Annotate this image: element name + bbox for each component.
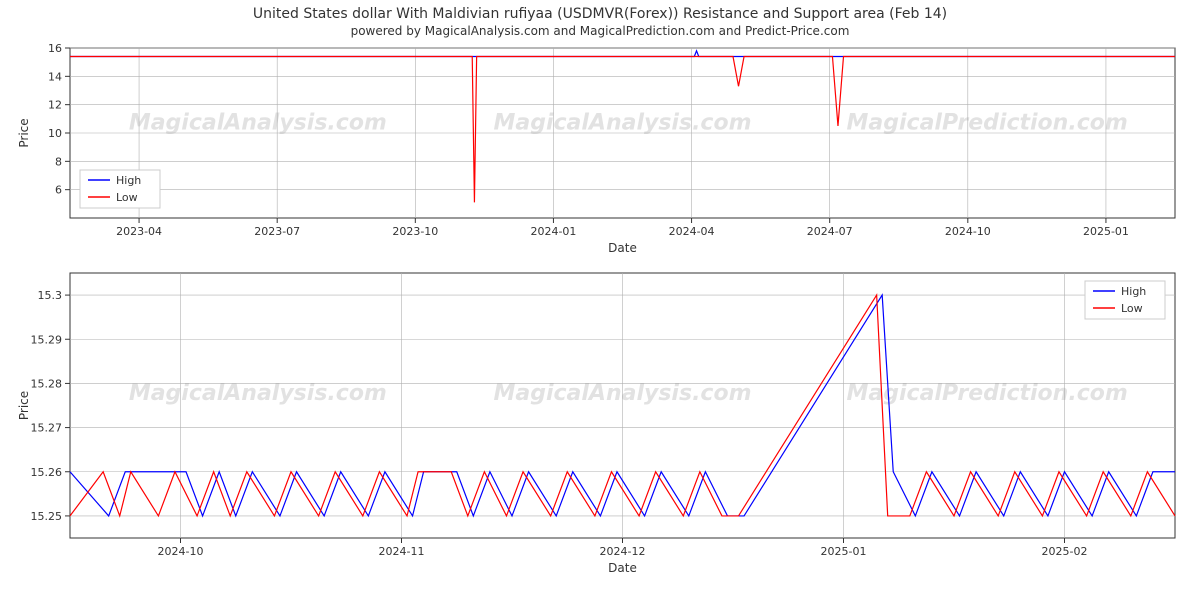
svg-text:High: High: [1121, 285, 1146, 298]
svg-text:MagicalAnalysis.com: MagicalAnalysis.com: [129, 111, 387, 136]
svg-text:15.25: 15.25: [31, 510, 63, 523]
svg-text:2024-11: 2024-11: [379, 545, 425, 558]
svg-text:Date: Date: [608, 241, 637, 255]
svg-text:2023-10: 2023-10: [392, 225, 438, 238]
svg-text:15.28: 15.28: [31, 377, 63, 390]
svg-text:10: 10: [48, 127, 62, 140]
svg-text:MagicalAnalysis.com: MagicalAnalysis.com: [493, 381, 751, 406]
svg-text:Price: Price: [17, 118, 31, 147]
svg-text:15.27: 15.27: [31, 422, 63, 435]
svg-text:15.29: 15.29: [31, 333, 63, 346]
svg-text:MagicalAnalysis.com: MagicalAnalysis.com: [129, 381, 387, 406]
chart-title: United States dollar With Maldivian rufi…: [0, 6, 1200, 22]
svg-text:2024-07: 2024-07: [807, 225, 853, 238]
svg-text:MagicalPrediction.com: MagicalPrediction.com: [847, 111, 1128, 136]
page-header: United States dollar With Maldivian rufi…: [0, 0, 1200, 38]
top-chart-svg: 6 8 10 12 14 16 2023-04 2023-07 2023-10 2024-01 20…: [0, 38, 1200, 263]
svg-text:Price: Price: [17, 391, 31, 420]
svg-text:2024-04: 2024-04: [669, 225, 715, 238]
top-chart-container: 6 8 10 12 14 16 2023-04 2023-07 2023-10 2024-01 20…: [0, 38, 1200, 263]
svg-text:15.26: 15.26: [31, 466, 63, 479]
svg-text:15.3: 15.3: [38, 289, 63, 302]
svg-text:Low: Low: [116, 191, 138, 204]
svg-text:Low: Low: [1121, 302, 1143, 315]
svg-text:2025-02: 2025-02: [1042, 545, 1088, 558]
chart-subtitle: powered by MagicalAnalysis.com and Magic…: [0, 24, 1200, 38]
svg-text:14: 14: [48, 70, 62, 83]
svg-text:2025-01: 2025-01: [821, 545, 867, 558]
svg-text:2024-12: 2024-12: [600, 545, 646, 558]
svg-text:2024-01: 2024-01: [530, 225, 576, 238]
svg-text:8: 8: [55, 155, 62, 168]
svg-text:2024-10: 2024-10: [158, 545, 204, 558]
svg-text:12: 12: [48, 99, 62, 112]
svg-text:6: 6: [55, 184, 62, 197]
svg-text:2023-04: 2023-04: [116, 225, 162, 238]
svg-text:2024-10: 2024-10: [945, 225, 991, 238]
svg-text:High: High: [116, 174, 141, 187]
svg-text:MagicalAnalysis.com: MagicalAnalysis.com: [493, 111, 751, 136]
svg-text:2023-07: 2023-07: [254, 225, 300, 238]
bottom-chart-container: 15.25 15.26 15.27 15.28 15.29 15.3 2024-10 2024…: [0, 263, 1200, 583]
svg-text:16: 16: [48, 42, 62, 55]
bottom-chart-svg: 15.25 15.26 15.27 15.28 15.29 15.3 2024-10 2024…: [0, 263, 1200, 583]
svg-text:Date: Date: [608, 561, 637, 575]
svg-text:2025-01: 2025-01: [1083, 225, 1129, 238]
